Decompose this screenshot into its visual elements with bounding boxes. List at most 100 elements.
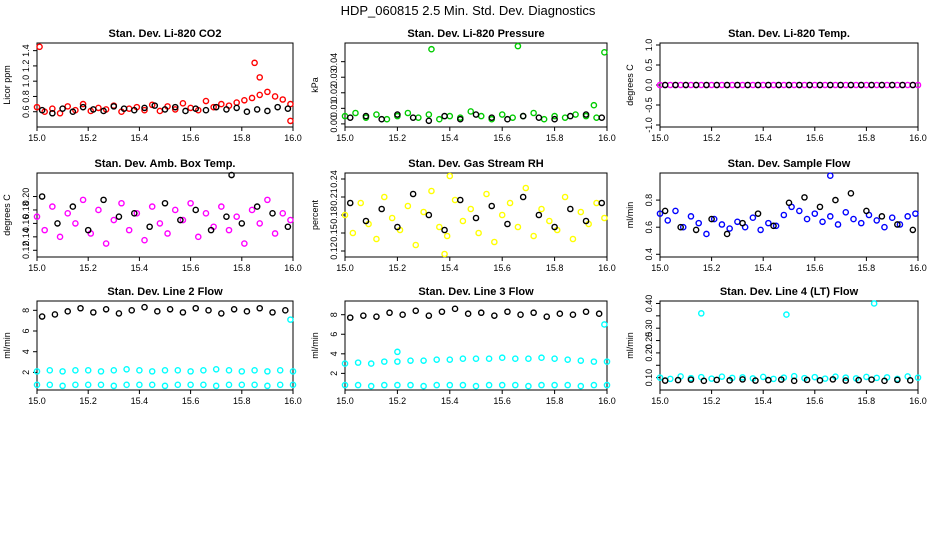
data-point [456,115,464,123]
data-point [765,219,772,227]
data-point [212,382,220,390]
data-point [151,102,159,109]
data-point [346,199,354,207]
data-point [881,377,888,385]
data-point [483,190,490,198]
y-tick-label: 0.5 [644,59,654,72]
plot-frame [36,42,294,128]
data-point [205,307,212,314]
data-point [443,232,451,240]
data-point [187,381,194,389]
data-point [41,226,48,234]
data-point [77,304,84,312]
data-point [512,355,519,363]
data-point [125,226,133,234]
data-point [38,313,46,320]
data-point [446,172,454,180]
data-point [218,203,225,210]
data-point [811,373,819,381]
data-point [842,374,850,381]
data-point [202,97,210,105]
data-point [404,202,412,210]
data-point [679,223,687,231]
y-tick-label: 4 [21,349,31,354]
data-point [110,216,118,224]
series-2-5-min [346,305,603,321]
data-point [498,111,506,118]
data-point [223,106,230,113]
data-point [888,81,896,89]
data-point [428,187,435,195]
x-tick-label: 15.2 [389,133,407,143]
data-point [904,213,911,220]
data-point [561,193,569,201]
data-point [582,217,590,225]
data-point [425,211,433,219]
data-point [425,117,433,125]
y-tick-label: 0.00 [329,115,339,133]
data-point [420,382,427,390]
data-point [238,220,246,227]
data-point [703,230,710,238]
x-tick-label: 15.8 [858,263,876,273]
data-point [394,348,401,356]
data-point [687,376,695,383]
y-tick-label: 6 [329,332,339,337]
data-point [850,215,857,223]
x-tick-label: 15.4 [131,133,149,143]
data-point [697,310,705,317]
data-point [446,356,454,363]
data-point [551,381,558,389]
y-axis-label: kPa [310,77,320,93]
data-point [519,193,527,201]
data-point [84,226,92,234]
data-point [582,111,590,118]
data-point [551,112,558,120]
data-point [164,230,171,237]
data-point [256,304,264,312]
data-point [233,213,240,220]
data-point [713,376,721,384]
data-point [33,381,41,389]
data-point [909,81,917,89]
data-point [248,94,256,102]
y-tick-label: 0.10 [644,369,654,387]
data-point [253,203,261,210]
data-point [590,358,598,365]
data-point [128,307,136,314]
y-tick-label: 0.21 [329,188,339,206]
data-point [739,376,746,383]
y-tick-label: 0.18 [21,201,31,219]
y-axis-label: ml/min [625,202,635,229]
x-tick-label: 15.8 [233,396,251,406]
data-point [870,300,878,307]
x-tick-label: 16.0 [909,133,927,143]
data-point [842,208,850,216]
data-point [115,310,123,317]
x-tick-label: 16.0 [284,133,302,143]
data-point [582,308,590,316]
data-point [256,74,264,81]
data-point [834,221,842,228]
x-tick-label: 15.4 [754,396,772,406]
data-point [718,373,726,380]
data-point [723,230,731,238]
y-tick-label: 0.8 [644,194,654,207]
panel-title: Stan. Dev. Gas Stream RH [408,158,544,170]
y-axis-label: degrees C [2,194,12,236]
data-point [38,106,46,114]
data-point [692,81,700,89]
data-point [84,381,92,389]
data-point [287,216,294,224]
data-point [141,106,148,114]
data-point [362,112,370,120]
data-point [282,307,289,314]
data-point [796,207,803,215]
y-tick-label: 1.0 [21,75,31,88]
series-2-5-min [661,81,917,89]
y-tick-label: 0.15 [329,224,339,242]
data-point [225,226,233,234]
x-tick-label: 15.0 [336,396,354,406]
data-point [577,382,585,390]
